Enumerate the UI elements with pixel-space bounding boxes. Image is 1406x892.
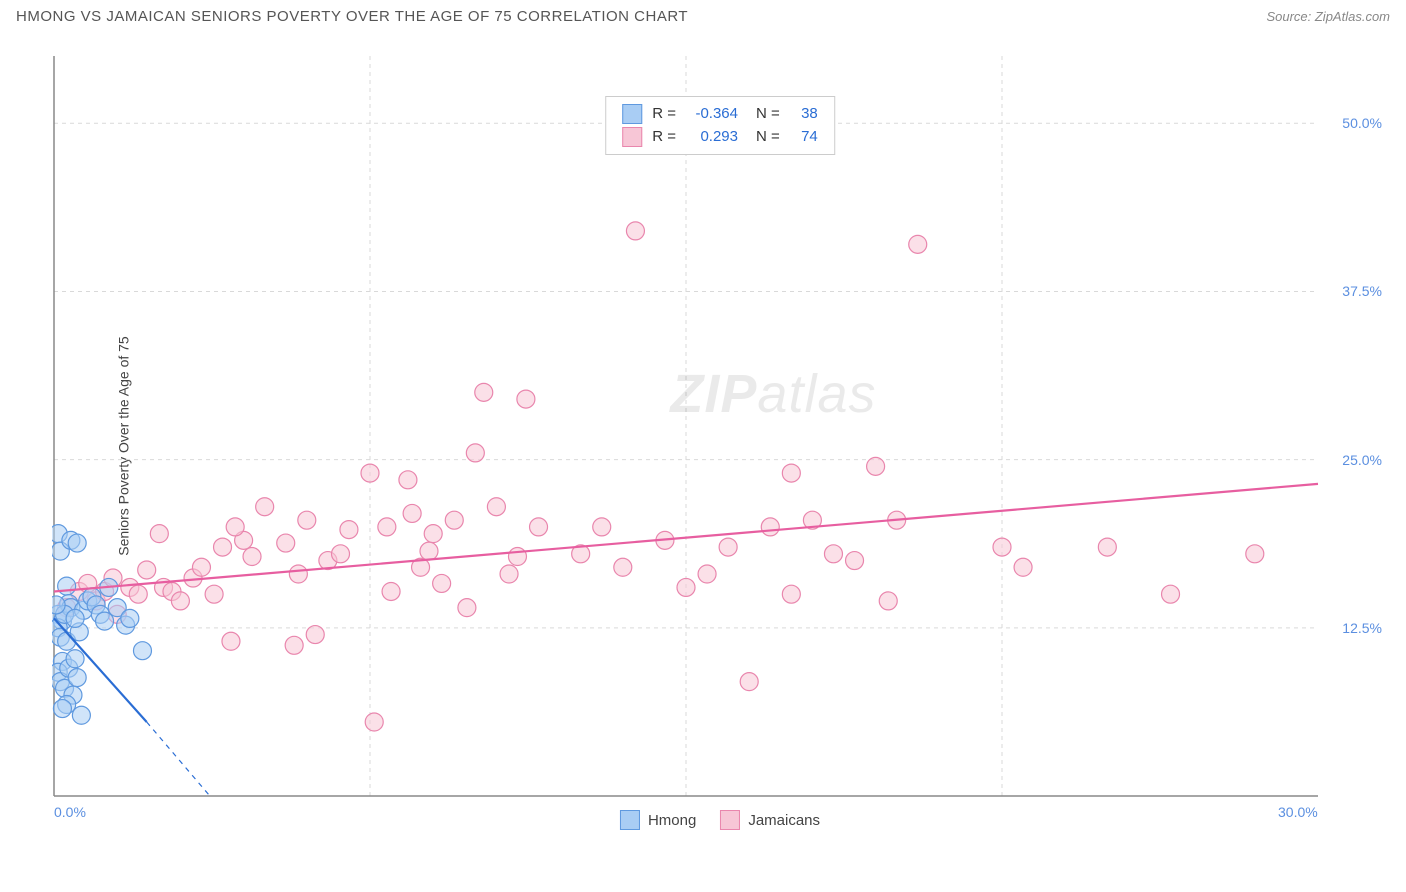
jamaicans-n-value: 74 <box>790 126 818 149</box>
n-label: N = <box>756 126 780 149</box>
source-credit: Source: ZipAtlas.com <box>1266 9 1390 24</box>
r-label: R = <box>652 103 676 126</box>
hmong-r-value: -0.364 <box>686 103 738 126</box>
legend-item-hmong: Hmong <box>620 810 696 830</box>
x-tick-label: 30.0% <box>1278 804 1318 820</box>
legend-bottom: Hmong Jamaicans <box>620 810 820 830</box>
stats-legend-box: R = -0.364 N = 38 R = 0.293 N = 74 <box>605 96 835 155</box>
jamaicans-swatch <box>720 810 740 830</box>
legend-label-jamaicans: Jamaicans <box>748 812 820 829</box>
jamaicans-swatch <box>622 127 642 147</box>
legend-item-jamaicans: Jamaicans <box>720 810 820 830</box>
y-tick-label: 37.5% <box>1342 283 1382 299</box>
stats-row-hmong: R = -0.364 N = 38 <box>622 103 818 126</box>
scatter-plot <box>52 46 1388 836</box>
y-tick-label: 12.5% <box>1342 620 1382 636</box>
y-tick-label: 25.0% <box>1342 452 1382 468</box>
hmong-swatch <box>622 104 642 124</box>
chart-title: HMONG VS JAMAICAN SENIORS POVERTY OVER T… <box>16 8 688 25</box>
stats-row-jamaicans: R = 0.293 N = 74 <box>622 126 818 149</box>
x-tick-label: 0.0% <box>54 804 86 820</box>
n-label: N = <box>756 103 780 126</box>
r-label: R = <box>652 126 676 149</box>
jamaicans-r-value: 0.293 <box>686 126 738 149</box>
chart-area: R = -0.364 N = 38 R = 0.293 N = 74 ZIPat… <box>52 46 1388 836</box>
y-tick-label: 50.0% <box>1342 115 1382 131</box>
hmong-swatch <box>620 810 640 830</box>
legend-label-hmong: Hmong <box>648 812 696 829</box>
hmong-n-value: 38 <box>790 103 818 126</box>
